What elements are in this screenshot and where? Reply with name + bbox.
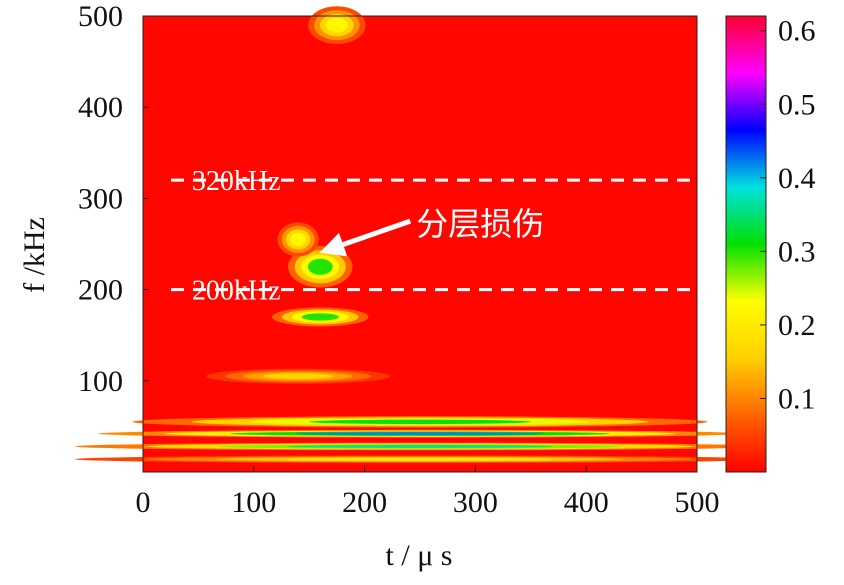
heatmap-contour: [287, 457, 553, 461]
y-tick-label: 400: [78, 91, 123, 124]
axes: 0 100 200 300 400 500 100 200 300 400 500: [78, 0, 720, 519]
heatmap-contour: [290, 232, 307, 247]
y-tick-label: 500: [78, 0, 123, 33]
heatmap-feature: [75, 455, 765, 464]
heatmap-feature: [288, 245, 353, 288]
reference-line-label: 200kHz: [192, 276, 281, 307]
colorbar-tick-label: 0.1: [778, 382, 816, 415]
annotation-label: 分层损伤: [416, 205, 544, 243]
heatmap-contour: [301, 313, 339, 321]
heatmap-feature: [206, 368, 391, 384]
reference-lines: 320kHz 200kHz 分层损伤: [171, 166, 695, 307]
heatmap-feature: [271, 307, 369, 327]
colorbar-tick-label: 0.4: [778, 162, 816, 195]
heatmap-contour: [262, 373, 334, 380]
y-tick-label: 300: [78, 182, 123, 215]
plot-area: [75, 6, 765, 472]
x-tick-label: 400: [564, 486, 609, 519]
heatmap-contour: [287, 445, 553, 448]
colorbar-tick-label: 0.2: [778, 309, 816, 342]
y-tick-label: 200: [78, 274, 123, 307]
heatmap-feature: [98, 429, 742, 438]
reference-line-label: 320kHz: [192, 166, 281, 197]
x-tick-label: 100: [231, 486, 276, 519]
plot-frame: [142, 15, 698, 473]
y-tick-label: 100: [78, 365, 123, 398]
colorbar: 0.1 0.2 0.3 0.4 0.5 0.6: [725, 15, 816, 473]
colorbar-tick-label: 0.6: [778, 15, 816, 48]
x-axis-label: t / μ s: [386, 539, 453, 572]
heatmap-contour: [325, 17, 348, 33]
colorbar-tick-label: 0.3: [778, 235, 816, 268]
heatmap-contour: [309, 419, 531, 425]
heatmap-feature: [277, 222, 319, 257]
x-tick-label: 0: [136, 486, 151, 519]
x-tick-label: 300: [453, 486, 498, 519]
x-tick-label: 200: [342, 486, 387, 519]
x-tick-label: 500: [675, 486, 720, 519]
colorbar-tick-label: 0.5: [778, 88, 816, 121]
heatmap-contour: [307, 258, 333, 275]
colorbar-gradient: [725, 15, 767, 473]
heatmap-feature: [132, 416, 708, 428]
heatmap-background: [143, 16, 697, 472]
y-axis-label: f /kHz: [18, 217, 51, 293]
heatmap-contour: [295, 432, 545, 436]
heatmap-feature: [75, 442, 765, 451]
annotation-arrow: [319, 218, 412, 257]
heatmap-feature: [308, 6, 366, 45]
